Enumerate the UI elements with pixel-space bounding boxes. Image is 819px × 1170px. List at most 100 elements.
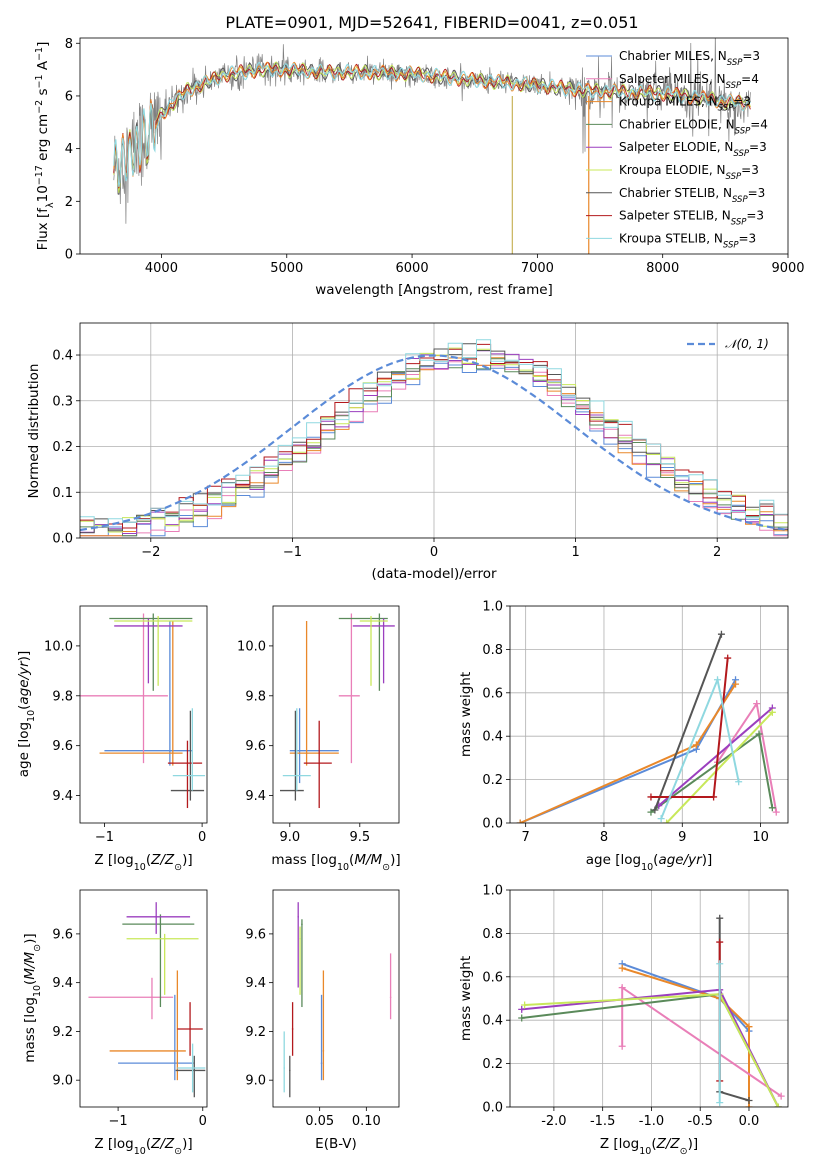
weight-marker xyxy=(647,793,655,801)
data-point xyxy=(370,620,372,622)
weight-marker xyxy=(745,1096,753,1104)
data-point xyxy=(378,617,381,620)
panel-mass_vs_EBV: 0.05 0.10 9.0 9.2 9.4 9.6 E(B-V) xyxy=(245,889,400,1152)
gaussian-reference xyxy=(80,354,788,532)
weight-marker xyxy=(755,730,763,738)
y-axis-label: mass weight xyxy=(458,672,474,757)
y-tick-label: 0.4 xyxy=(52,349,73,364)
weight-marker xyxy=(692,741,700,749)
data-point xyxy=(155,916,157,918)
x-tick-label: 9 xyxy=(678,830,686,845)
y-tick-label: 0.4 xyxy=(482,730,503,745)
y-tick-label: 9.8 xyxy=(52,689,73,704)
data-point xyxy=(382,625,385,627)
data-point xyxy=(189,789,192,792)
data-point xyxy=(294,789,297,792)
weight-line xyxy=(665,711,774,823)
y-tick-label: 9.4 xyxy=(52,789,73,804)
data-point xyxy=(142,694,145,697)
y-tick-label: 9.0 xyxy=(245,1074,266,1089)
data-point xyxy=(189,1028,191,1030)
weight-marker xyxy=(647,808,655,816)
legend-entry: Chabrier STELIB, NSSP=3 xyxy=(619,186,765,205)
weight-marker xyxy=(657,815,665,823)
weight-marker xyxy=(774,1103,782,1107)
axes-frame xyxy=(79,322,789,539)
axis-label: Z [log10(Z/Z⊙)] xyxy=(600,1136,698,1157)
y-tick-label: 0.2 xyxy=(482,773,503,788)
weight-marker xyxy=(651,806,659,814)
x-tick-label: 9.5 xyxy=(349,830,370,845)
data-point xyxy=(147,625,150,627)
data-point xyxy=(299,937,301,940)
axis-label: age [log10(age/yr)] xyxy=(586,852,712,873)
y-tick-label: 0.6 xyxy=(482,970,503,985)
y-tick-label: 10.0 xyxy=(44,639,73,654)
y-axis-label: Normed distribution xyxy=(26,364,42,499)
y-tick-label: 0.2 xyxy=(52,440,73,455)
weight-marker xyxy=(618,964,626,972)
data-point xyxy=(163,937,166,940)
data-point xyxy=(283,1067,286,1069)
y-tick-label: 9.4 xyxy=(245,976,266,991)
x-tick-label: 8000 xyxy=(646,261,679,276)
axes-frame xyxy=(272,889,400,1108)
weight-line xyxy=(653,633,723,811)
weight-marker xyxy=(716,938,724,946)
x-tick-label: −1 xyxy=(95,830,114,845)
weight-marker xyxy=(521,1001,529,1009)
data-point xyxy=(297,916,300,918)
y-tick-label: 1.0 xyxy=(482,884,503,899)
weight-marker xyxy=(732,680,740,688)
data-point xyxy=(301,923,303,925)
data-point xyxy=(191,774,194,777)
legend-entry: Salpeter MILES, NSSP=4 xyxy=(619,72,759,91)
weight-line xyxy=(519,679,737,823)
data-point xyxy=(298,749,301,752)
data-point xyxy=(186,762,189,764)
legend-entry: Salpeter ELODIE, NSSP=3 xyxy=(619,140,767,159)
data-point xyxy=(291,1028,294,1030)
weight-marker xyxy=(516,819,524,823)
legend-entry: Salpeter STELIB, NSSP=3 xyxy=(619,209,764,228)
y-tick-label: 8 xyxy=(65,37,73,52)
x-tick-label: 0.10 xyxy=(352,1114,381,1129)
y-tick-label: 0.0 xyxy=(52,532,73,547)
weight-marker xyxy=(618,984,626,992)
axes-frame xyxy=(509,889,789,1108)
legend-entry: Chabrier ELODIE, NSSP=4 xyxy=(619,117,768,136)
axes-frame xyxy=(79,889,208,1108)
data-point xyxy=(305,752,308,754)
x-tick-label: -1.5 xyxy=(590,1114,615,1129)
y-tick-label: 0.4 xyxy=(482,1014,503,1029)
weight-marker xyxy=(753,700,761,708)
legend-entry: Kroupa MILES, NSSP=3 xyxy=(619,95,751,114)
plot-area-weight_vs_age xyxy=(510,606,788,823)
data-point xyxy=(169,749,171,752)
x-tick-label: 7000 xyxy=(521,261,554,276)
axes-frame xyxy=(509,605,789,824)
weight-marker xyxy=(768,708,776,716)
data-point xyxy=(176,1050,179,1052)
data-point xyxy=(157,620,159,622)
y-tick-label: 2 xyxy=(65,195,73,210)
y-tick-label: 6 xyxy=(65,89,73,104)
plot-area-spectrum xyxy=(113,38,751,254)
y-axis-label: Flux [fλ10−17 erg cm−2 s−1 A−1] xyxy=(34,42,56,251)
data-point xyxy=(296,774,298,777)
y-tick-label: 0.8 xyxy=(482,927,503,942)
weight-line xyxy=(521,993,780,1107)
data-point xyxy=(152,617,155,620)
weight-marker xyxy=(710,793,718,801)
panel-age_vs_mass: 9.0 9.5 9.4 9.6 9.8 10.0 mass [log10(M/M⊙)] xyxy=(237,605,401,873)
panel-age_vs_Z: −1 0 9.4 9.6 9.8 10.0 Z [log10(Z/Z⊙)] age [log1… xyxy=(16,605,208,873)
axis-label: age [log10(age/yr)] xyxy=(16,651,37,777)
x-tick-label: −2 xyxy=(141,545,160,560)
data-point xyxy=(193,1069,196,1072)
data-point xyxy=(322,1050,325,1052)
x-tick-label: 1 xyxy=(571,545,579,560)
axis-label: mass [log10(M/M⊙)] xyxy=(271,852,400,873)
data-point xyxy=(289,1069,291,1072)
data-point xyxy=(172,752,174,754)
